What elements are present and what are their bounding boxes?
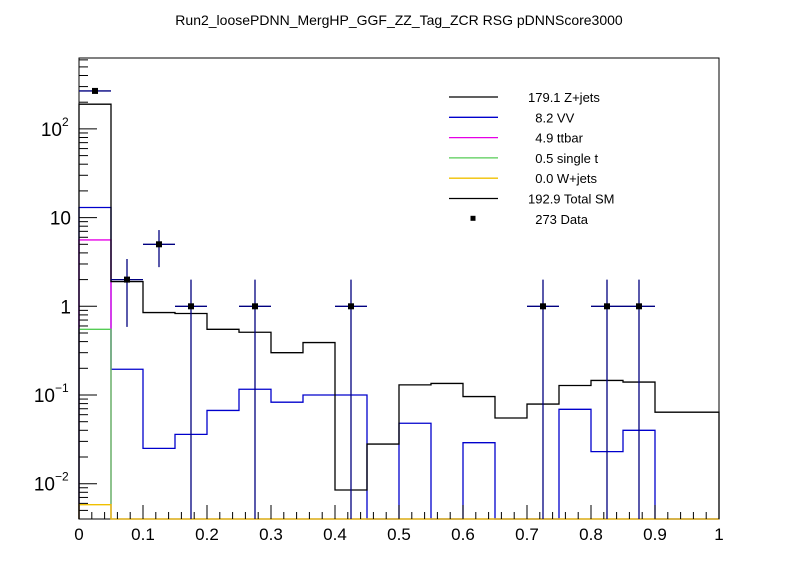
y-tick-exponent: 2: [62, 115, 69, 129]
data-marker: [348, 303, 354, 310]
x-tick-label: 0: [74, 525, 83, 544]
data-point: [335, 279, 367, 519]
y-tick-label: 1: [60, 297, 71, 318]
data-marker: [188, 303, 194, 310]
x-tick-label: 0.4: [323, 525, 347, 544]
y-tick-label: 10: [34, 475, 55, 496]
data-point: [143, 230, 175, 268]
data-points: [79, 87, 655, 519]
legend-marker-swatch: [470, 215, 476, 221]
data-marker: [636, 303, 642, 310]
legend: 179.1 Z+jets 8.2 VV 4.9 ttbar 0.5 single…: [449, 90, 614, 227]
data-point: [239, 279, 271, 519]
x-tick-label: 0.3: [259, 525, 283, 544]
axes: 0 0.1 0.2 0.3 0.4 0.5 0.6 0.7 0.8 0.9 110 −210 −1110…: [34, 59, 724, 544]
data-point: [623, 279, 655, 519]
y-tick-exponent: −2: [55, 470, 69, 484]
legend-entry: 8.2 VV: [449, 110, 575, 125]
y-tick-label: 10: [34, 386, 55, 407]
legend-label: 0.5 single t: [528, 151, 598, 166]
legend-entry: 192.9 Total SM: [449, 192, 614, 207]
histogram-vv: [78, 206, 719, 520]
x-tick-label: 0.7: [515, 525, 539, 544]
data-point: [591, 279, 623, 519]
legend-entry: 179.1 Z+jets: [449, 90, 600, 105]
data-point: [111, 258, 143, 327]
legend-label: 4.9 ttbar: [528, 131, 584, 146]
histogram-w-jets: [78, 504, 719, 520]
data-marker: [156, 241, 162, 248]
y-tick-exponent: −1: [55, 381, 69, 395]
data-point: [79, 87, 111, 94]
y-tick-label: 10: [41, 120, 62, 141]
data-point: [527, 279, 559, 519]
histogram-total-sm: [78, 103, 720, 519]
data-point: [175, 279, 207, 519]
y-tick-label: 10: [50, 209, 71, 230]
data-marker: [540, 303, 546, 310]
x-tick-label: 0.5: [387, 525, 411, 544]
legend-entry: 0.0 W+jets: [449, 171, 597, 186]
histograms: [78, 103, 720, 520]
legend-entry: 4.9 ttbar: [449, 131, 584, 146]
x-tick-label: 0.8: [579, 525, 603, 544]
legend-label: 273 Data: [528, 212, 589, 227]
chart-title: Run2_loosePDNN_MergHP_GGF_ZZ_Tag_ZCR RSG…: [175, 12, 623, 28]
x-tick-label: 0.1: [131, 525, 155, 544]
x-tick-label: 0.6: [451, 525, 475, 544]
legend-entry: 273 Data: [470, 212, 589, 227]
x-tick-label: 0.2: [195, 525, 219, 544]
legend-label: 8.2 VV: [528, 110, 575, 125]
legend-entry: 0.5 single t: [449, 151, 598, 166]
legend-label: 179.1 Z+jets: [528, 90, 600, 105]
x-tick-label: 1: [714, 525, 723, 544]
data-marker: [252, 303, 258, 310]
legend-label: 0.0 W+jets: [528, 171, 597, 186]
data-marker: [124, 276, 130, 283]
x-tick-label: 0.9: [643, 525, 667, 544]
data-marker: [604, 303, 610, 310]
data-marker: [92, 87, 98, 94]
legend-label: 192.9 Total SM: [528, 192, 614, 207]
